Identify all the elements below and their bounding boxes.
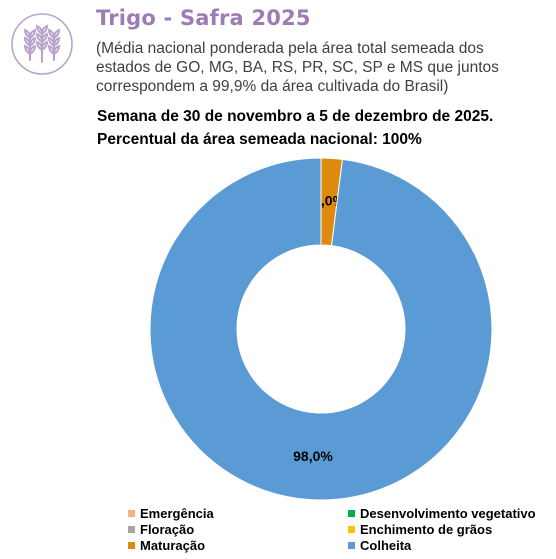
legend-label-2: Floração — [140, 521, 195, 537]
legend-swatch-0 — [128, 509, 135, 517]
legend-label-5: Colheita — [360, 537, 412, 553]
legend-swatch-1 — [348, 509, 355, 517]
week-label: Semana de 30 de novembro a 5 de dezembro… — [97, 108, 494, 125]
legend-item-3: Enchimento de grãos — [348, 521, 548, 537]
area-share-label: Percentual da área semeada nacional: 100… — [97, 131, 422, 148]
legend-label-1: Desenvolvimento vegetativo — [360, 505, 536, 521]
legend-swatch-5 — [348, 541, 355, 549]
slice-label-5: 98,0% — [293, 448, 333, 464]
legend-swatch-3 — [348, 525, 355, 533]
chart-legend: Emergência Desenvolvimento vegetativo Flor… — [128, 505, 548, 553]
legend-item-0: Emergência — [128, 505, 348, 521]
legend-item-4: Maturação — [128, 537, 348, 553]
legend-item-5: Colheita — [348, 537, 548, 553]
legend-item-2: Floração — [128, 521, 348, 537]
legend-label-3: Enchimento de grãos — [360, 521, 493, 537]
legend-item-1: Desenvolvimento vegetativo — [348, 505, 548, 521]
legend-swatch-2 — [128, 525, 135, 533]
legend-label-4: Maturação — [140, 537, 206, 553]
logo — [10, 12, 74, 76]
chart-title: Trigo - Safra 2025 — [96, 6, 311, 30]
legend-label-0: Emergência — [140, 505, 214, 521]
legend-swatch-4 — [128, 541, 135, 549]
wheat-icon — [11, 13, 73, 75]
slice-5 — [149, 157, 493, 501]
chart-subtitle: (Média nacional ponderada pela área tota… — [96, 40, 499, 95]
